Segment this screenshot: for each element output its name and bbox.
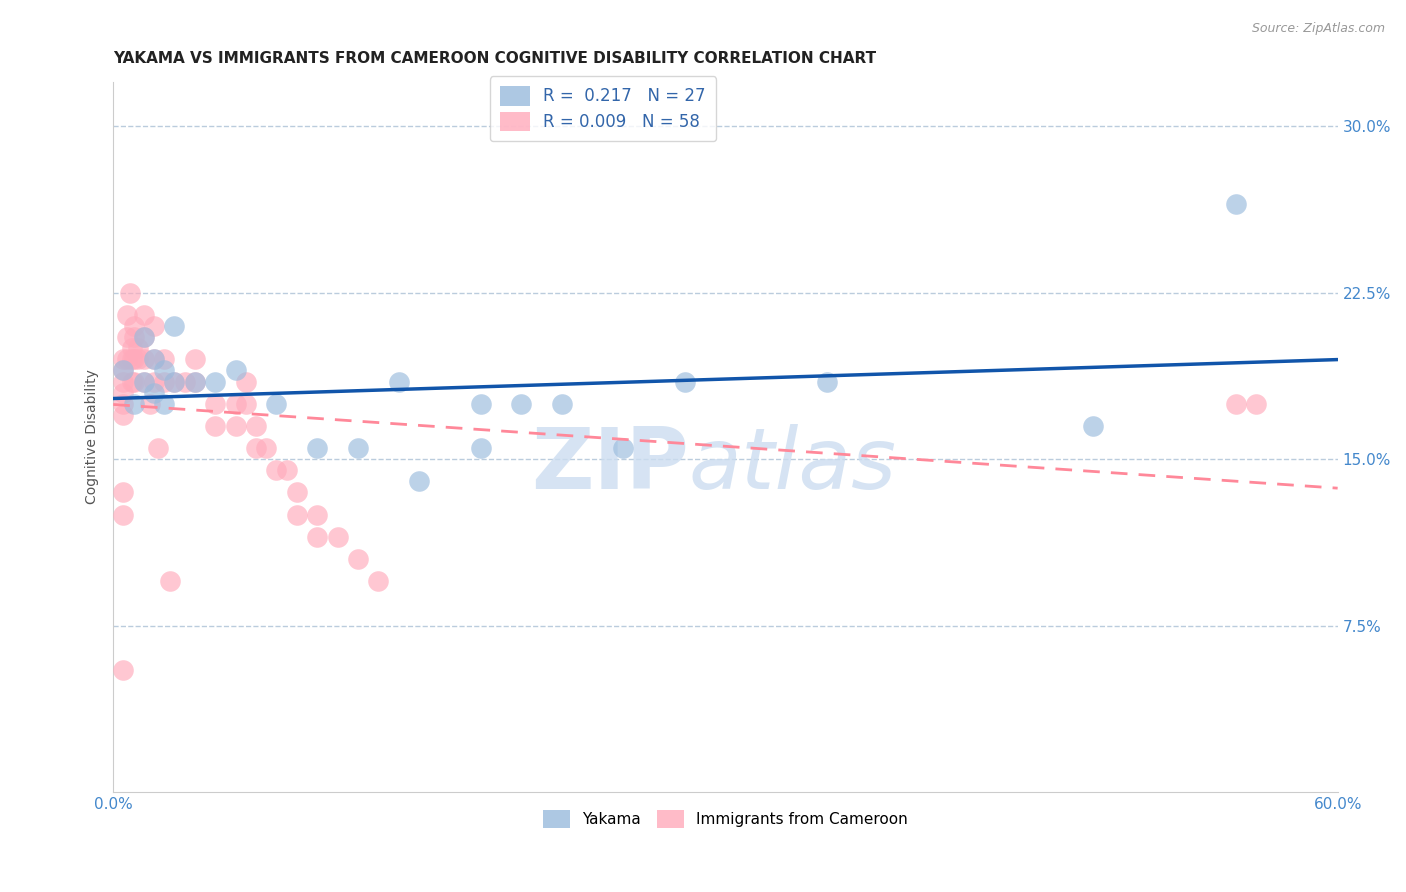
Point [173, 375, 195, 389]
Point [143, 352, 166, 367]
Point [112, 363, 135, 377]
Point [245, 419, 267, 434]
Point [204, 419, 226, 434]
Point [388, 375, 411, 389]
Point [112, 363, 135, 377]
Point [254, 441, 277, 455]
Point [132, 375, 155, 389]
Point [112, 352, 135, 367]
Point [817, 375, 839, 389]
Point [112, 485, 135, 500]
Point [132, 352, 155, 367]
Point [347, 441, 370, 455]
Point [122, 319, 145, 334]
Point [122, 330, 145, 344]
Y-axis label: Cognitive Disability: Cognitive Disability [86, 369, 100, 505]
Point [143, 352, 166, 367]
Point [117, 330, 139, 344]
Point [470, 441, 492, 455]
Point [153, 397, 176, 411]
Point [121, 375, 143, 389]
Point [612, 441, 634, 455]
Point [163, 319, 186, 334]
Point [121, 352, 143, 367]
Point [266, 463, 288, 477]
Point [163, 375, 186, 389]
Point [112, 397, 135, 411]
Text: ZIP: ZIP [531, 424, 689, 507]
Point [132, 308, 155, 322]
Point [132, 330, 155, 344]
Point [112, 508, 135, 522]
Point [143, 375, 166, 389]
Point [132, 375, 155, 389]
Point [139, 397, 162, 411]
Point [1225, 397, 1247, 411]
Point [153, 375, 176, 389]
Text: YAKAMA VS IMMIGRANTS FROM CAMEROON COGNITIVE DISABILITY CORRELATION CHART: YAKAMA VS IMMIGRANTS FROM CAMEROON COGNI… [114, 51, 876, 66]
Point [122, 397, 145, 411]
Point [307, 441, 329, 455]
Point [266, 397, 288, 411]
Point [510, 397, 533, 411]
Text: Source: ZipAtlas.com: Source: ZipAtlas.com [1251, 22, 1385, 36]
Point [122, 375, 145, 389]
Point [112, 663, 135, 677]
Point [225, 363, 247, 377]
Point [121, 341, 143, 355]
Point [235, 397, 257, 411]
Point [470, 397, 492, 411]
Point [551, 397, 574, 411]
Point [184, 375, 207, 389]
Point [307, 508, 329, 522]
Point [153, 352, 176, 367]
Point [347, 552, 370, 566]
Point [367, 574, 389, 589]
Point [184, 375, 207, 389]
Point [408, 475, 430, 489]
Point [184, 352, 207, 367]
Point [225, 397, 247, 411]
Point [1081, 419, 1104, 434]
Point [204, 375, 226, 389]
Point [285, 485, 308, 500]
Point [118, 285, 141, 300]
Text: atlas: atlas [689, 424, 897, 507]
Point [235, 375, 257, 389]
Point [146, 441, 169, 455]
Point [143, 319, 166, 334]
Point [112, 408, 135, 422]
Point [112, 375, 135, 389]
Point [153, 363, 176, 377]
Point [163, 375, 186, 389]
Point [117, 352, 139, 367]
Point [285, 508, 308, 522]
Point [245, 441, 267, 455]
Point [117, 308, 139, 322]
Point [127, 341, 149, 355]
Point [276, 463, 298, 477]
Point [326, 530, 349, 544]
Point [225, 419, 247, 434]
Point [1244, 397, 1267, 411]
Point [307, 530, 329, 544]
Point [112, 385, 135, 400]
Point [143, 385, 166, 400]
Point [1225, 197, 1247, 211]
Legend: Yakama, Immigrants from Cameroon: Yakama, Immigrants from Cameroon [537, 805, 914, 834]
Point [122, 352, 145, 367]
Point [132, 330, 155, 344]
Point [159, 574, 181, 589]
Point [204, 397, 226, 411]
Point [673, 375, 696, 389]
Point [127, 352, 149, 367]
